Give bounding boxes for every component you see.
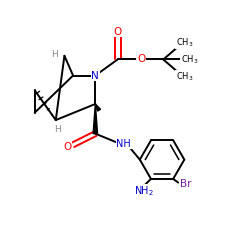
- Polygon shape: [93, 104, 98, 134]
- Text: N: N: [92, 70, 99, 81]
- Text: H: H: [51, 50, 58, 59]
- Text: NH: NH: [116, 138, 131, 148]
- Text: O: O: [64, 142, 72, 152]
- Text: H: H: [54, 125, 60, 134]
- Text: CH$_3$: CH$_3$: [176, 70, 193, 82]
- Text: Br: Br: [180, 179, 192, 189]
- Text: CH$_3$: CH$_3$: [180, 53, 198, 66]
- Text: NH$_2$: NH$_2$: [134, 184, 154, 198]
- Text: O: O: [137, 54, 145, 64]
- Text: CH$_3$: CH$_3$: [176, 36, 193, 49]
- Text: O: O: [114, 27, 122, 37]
- Polygon shape: [95, 104, 100, 111]
